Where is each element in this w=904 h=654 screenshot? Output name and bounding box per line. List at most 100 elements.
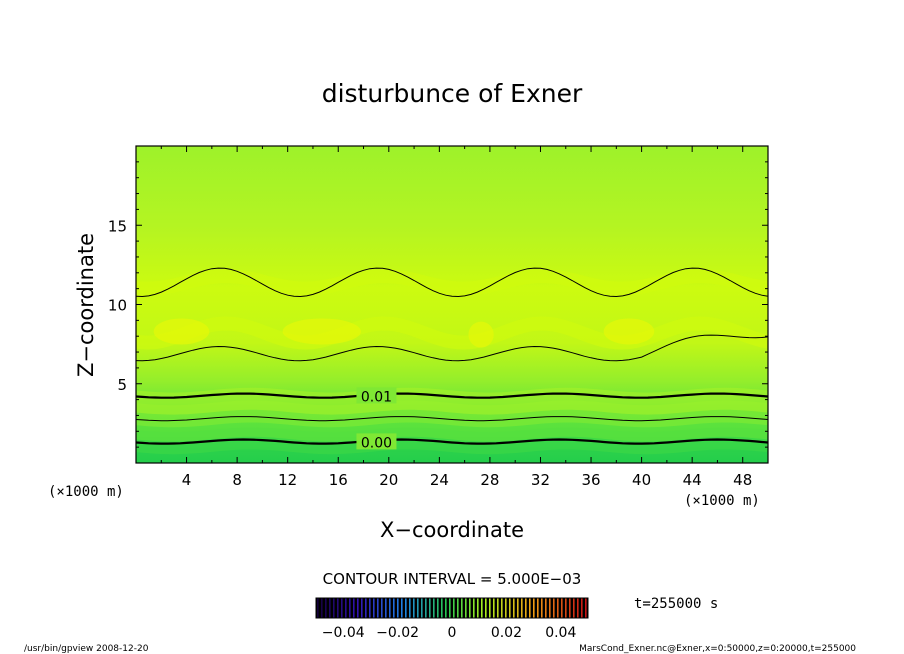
colorbar-stripe	[565, 598, 567, 618]
colorbar-stripe	[561, 598, 563, 618]
x-tick-label: 48	[733, 471, 752, 489]
colorbar-stripe	[469, 598, 471, 618]
local-maximum	[603, 318, 655, 345]
colorbar-stripe	[525, 598, 527, 618]
x-tick-label: 28	[480, 471, 499, 489]
x-tick-label: 24	[430, 471, 449, 489]
colorbar-stripe	[477, 598, 479, 618]
color-band	[136, 268, 768, 296]
x-tick-label: 44	[683, 471, 702, 489]
contour-0.005	[136, 416, 768, 422]
x-tick-label: 12	[278, 471, 297, 489]
y-tick-label: 15	[108, 217, 127, 235]
chart-title: disturbunce of Exner	[322, 79, 583, 108]
colorbar-stripe	[389, 598, 391, 618]
contour-lower	[136, 334, 768, 362]
colorbar-stripe	[545, 598, 547, 618]
y-axis-label: Z−coordinate	[74, 233, 98, 377]
colorbar-stripe	[377, 598, 379, 618]
colorbar-stripe	[505, 598, 507, 618]
color-band	[136, 316, 768, 350]
colorbar-stripe	[449, 598, 451, 618]
contour-0.01	[136, 392, 768, 399]
colorbar-stripe	[413, 598, 415, 618]
local-maximum	[468, 321, 494, 348]
colorbar-stripe	[329, 598, 331, 618]
contour-label: 0.01	[361, 389, 392, 405]
local-maximum	[282, 318, 361, 345]
colorbar-stripes	[316, 598, 588, 618]
colorbar-stripe	[381, 598, 383, 618]
colorbar-stripe	[481, 598, 483, 618]
colorbar-stripe	[501, 598, 503, 618]
colorbar-stripe	[341, 598, 343, 618]
colorbar-tick-label: −0.04	[322, 625, 365, 641]
colorbar-stripe	[425, 598, 427, 618]
colorbar-stripe	[497, 598, 499, 618]
colorbar-tick-label: −0.02	[376, 625, 419, 641]
color-band	[136, 400, 768, 428]
colorbar-stripe	[473, 598, 475, 618]
x-tick-label: 36	[581, 471, 600, 489]
footer-left: /usr/bin/gpview 2008-12-20	[24, 644, 149, 654]
x-tick-label: 8	[232, 471, 242, 489]
colorbar-stripe	[517, 598, 519, 618]
colorbar-stripe	[337, 598, 339, 618]
colorbar-stripe	[453, 598, 455, 618]
colorbar-stripe	[333, 598, 335, 618]
x-tick-label: 40	[632, 471, 651, 489]
colorbar: −0.04 −0.02 0 0.02 0.04	[315, 597, 589, 641]
color-band	[136, 414, 768, 442]
colorbar-stripe	[549, 598, 551, 618]
colorbar-stripe	[585, 598, 587, 618]
colorbar-stripe	[569, 598, 571, 618]
footer-right: MarsCond_Exner.nc@Exner,x=0:50000,z=0:20…	[579, 644, 856, 654]
colorbar-stripe	[369, 598, 371, 618]
colorbar-stripe	[325, 598, 327, 618]
colorbar-stripe	[393, 598, 395, 618]
contour-label-bg	[356, 433, 397, 450]
contour-lines	[136, 267, 768, 445]
colorbar-stripe	[509, 598, 511, 618]
y-tick-label: 5	[117, 376, 127, 394]
contour-label: 0.00	[361, 435, 392, 451]
contour-upper	[136, 267, 768, 298]
x-tick-label: 4	[182, 471, 192, 489]
contour-labels: 0.01 0.00	[356, 387, 397, 451]
colorbar-stripe	[317, 598, 319, 618]
colorbar-stripe	[573, 598, 575, 618]
colorbar-stripe	[429, 598, 431, 618]
x-tick-label: 16	[329, 471, 348, 489]
x-unit-left: (×1000 m)	[48, 484, 124, 500]
colorbar-stripe	[397, 598, 399, 618]
colorbar-stripe	[321, 598, 323, 618]
color-band	[136, 387, 768, 415]
y-tick-label: 10	[108, 297, 127, 315]
colorbar-stripe	[465, 598, 467, 618]
colorbar-stripe	[441, 598, 443, 618]
color-band	[136, 440, 768, 463]
contour-label-bg	[356, 387, 397, 404]
colorbar-stripe	[365, 598, 367, 618]
colorbar-stripe	[557, 598, 559, 618]
colorbar-stripe	[401, 598, 403, 618]
colorbar-stripe	[361, 598, 363, 618]
colorbar-frame	[315, 597, 589, 619]
colorbar-stripe	[373, 598, 375, 618]
plot-area	[136, 146, 768, 463]
colorbar-stripe	[485, 598, 487, 618]
x-axis-label: X−coordinate	[380, 518, 524, 542]
colorbar-tick-label: 0.02	[491, 625, 522, 641]
contour-0.00	[136, 438, 768, 445]
colorbar-stripe	[513, 598, 515, 618]
colorbar-stripe	[533, 598, 535, 618]
colorbar-stripe	[445, 598, 447, 618]
colorbar-stripe	[405, 598, 407, 618]
colorbar-stripe	[409, 598, 411, 618]
colorbar-stripe	[493, 598, 495, 618]
time-label: t=255000 s	[634, 596, 718, 612]
colorbar-tick-label: 0.04	[545, 625, 576, 641]
colorbar-ticks: −0.04 −0.02 0 0.02 0.04	[322, 625, 577, 641]
colorbar-stripe	[385, 598, 387, 618]
colorbar-stripe	[349, 598, 351, 618]
